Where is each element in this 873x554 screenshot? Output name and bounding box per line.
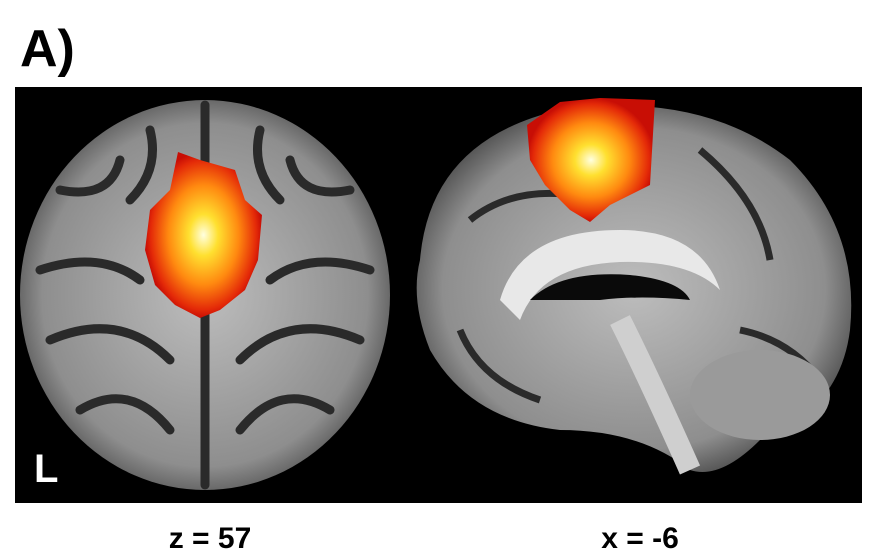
caption: z = 57 — [169, 522, 252, 554]
caption: x = -6 — [601, 522, 679, 554]
axial-slice — [20, 100, 390, 490]
panel-label: A) — [20, 20, 75, 78]
page: A) L z = 57 x = -6 (() => { const data =… — [0, 0, 873, 554]
figure: A) L z = 57 x = -6 — [0, 0, 873, 554]
orientation-label: L — [34, 447, 58, 491]
